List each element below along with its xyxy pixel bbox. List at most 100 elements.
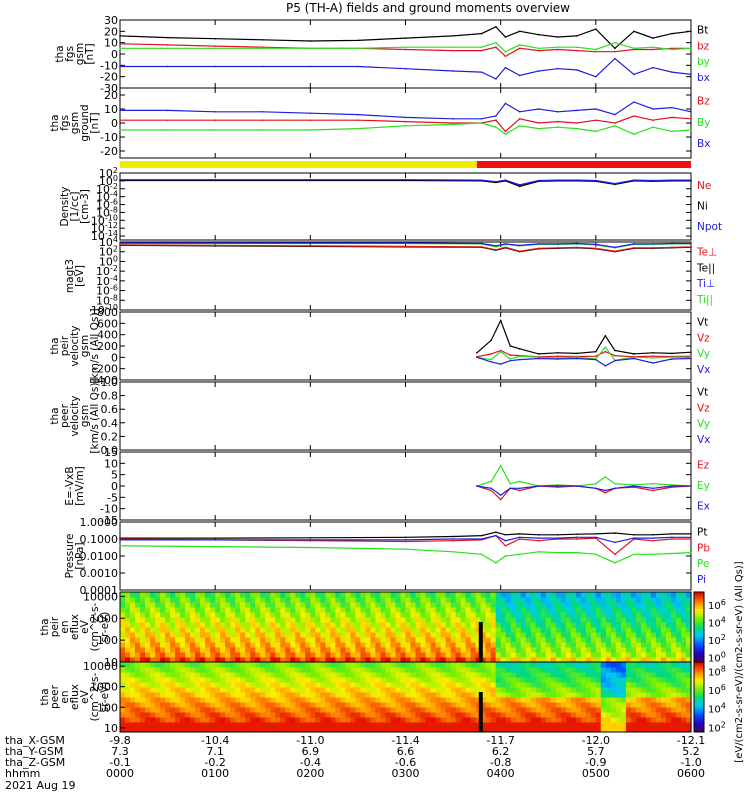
heatmap-cell	[135, 717, 141, 723]
heatmap-cell	[225, 697, 231, 703]
heatmap-cell	[355, 602, 361, 608]
heatmap-cell	[410, 592, 417, 598]
heatmap-cell	[525, 607, 532, 613]
heatmap-cell	[650, 647, 657, 653]
heatmap-cell	[230, 712, 236, 718]
heatmap-cell	[545, 617, 552, 623]
heatmap-cell	[170, 652, 176, 658]
heatmap-cell	[480, 592, 487, 598]
heatmap-cell	[575, 672, 582, 678]
heatmap-cell	[615, 622, 622, 628]
heatmap-cell	[150, 647, 156, 653]
data-point	[119, 65, 121, 68]
heatmap-cell	[415, 682, 422, 688]
heatmap-cell	[505, 622, 512, 628]
y-tick-label: 30	[104, 14, 118, 27]
heatmap-cell	[255, 607, 261, 613]
heatmap-cell	[615, 592, 622, 598]
heatmap-cell	[285, 647, 291, 653]
data-point	[595, 355, 597, 358]
heatmap-cell	[686, 597, 692, 603]
heatmap-cell	[160, 667, 166, 673]
heatmap-cell	[160, 707, 166, 713]
heatmap-cell	[145, 632, 151, 638]
heatmap-cell	[165, 687, 171, 693]
heatmap-cell	[430, 717, 437, 723]
heatmap-cell	[435, 662, 442, 668]
heatmap-cell	[580, 707, 587, 713]
heatmap-cell	[335, 657, 341, 663]
heatmap-cell	[150, 607, 156, 613]
heatmap-cell	[655, 662, 662, 668]
heatmap-cell	[505, 697, 512, 703]
heatmap-cell	[605, 682, 612, 688]
data-point	[509, 482, 511, 485]
heatmap-cell	[570, 662, 577, 668]
heatmap-cell	[260, 702, 266, 708]
heatmap-cell	[540, 667, 547, 673]
data-point	[556, 243, 559, 245]
heatmap-cell	[295, 692, 301, 698]
data-point	[404, 536, 407, 539]
heatmap-cell	[630, 612, 637, 618]
heatmap-cell	[155, 602, 161, 608]
heatmap-cell	[520, 677, 527, 683]
heatmap-cell	[645, 722, 652, 728]
heatmap-cell	[485, 697, 492, 703]
data-point	[614, 250, 616, 253]
heatmap-cell	[135, 632, 141, 638]
heatmap-cell	[260, 717, 266, 723]
heatmap-cell	[285, 717, 291, 723]
heatmap-cell	[655, 607, 662, 613]
heatmap-cell	[560, 617, 567, 623]
heatmap-cell	[460, 702, 467, 708]
heatmap-cell	[435, 607, 442, 613]
data-point	[633, 533, 635, 536]
heatmap-cell	[240, 592, 246, 598]
data-point	[633, 484, 635, 486]
heatmap-cell	[305, 707, 311, 713]
heatmap-cell	[520, 697, 527, 703]
heatmap-cell	[440, 647, 447, 653]
heatmap-cell	[630, 592, 637, 598]
heatmap-cell	[465, 727, 472, 733]
heatmap-cell	[505, 647, 512, 653]
data-point	[652, 362, 654, 364]
heatmap-cell	[640, 622, 647, 628]
heatmap-cell	[455, 702, 462, 708]
heatmap-cell	[325, 652, 331, 658]
heatmap-cell	[375, 622, 381, 628]
heatmap-cell	[120, 672, 126, 678]
heatmap-cell	[345, 727, 351, 733]
colorbar-cell	[694, 659, 704, 663]
heatmap-cell	[130, 667, 136, 673]
heatmap-cell	[365, 657, 371, 663]
heatmap-cell	[210, 727, 216, 733]
heatmap-cell	[510, 727, 517, 733]
heatmap-cell	[135, 597, 141, 603]
heatmap-cell	[620, 682, 627, 688]
heatmap-cell	[190, 627, 196, 633]
data-point	[404, 125, 407, 127]
heatmap-cell	[580, 657, 587, 663]
heatmap-cell	[150, 677, 156, 683]
heatmap-cell	[130, 682, 136, 688]
heatmap-cell	[190, 692, 196, 698]
heatmap-cell	[325, 692, 331, 698]
heatmap-cell	[530, 697, 537, 703]
heatmap-cell	[660, 697, 667, 703]
heatmap-cell	[415, 602, 422, 608]
heatmap-cell	[335, 662, 341, 668]
heatmap-cell	[671, 722, 677, 728]
heatmap-cell	[495, 637, 502, 643]
heatmap-cell	[330, 647, 336, 653]
x-tick-value: 0100	[201, 767, 229, 780]
heatmap-cell	[635, 677, 642, 683]
heatmap-cell	[575, 697, 582, 703]
heatmap-cell	[295, 627, 301, 633]
heatmap-cell	[120, 707, 126, 713]
heatmap-cell	[285, 702, 291, 708]
heatmap-cell	[200, 657, 206, 663]
data-point	[690, 118, 692, 120]
heatmap-cell	[515, 687, 522, 693]
